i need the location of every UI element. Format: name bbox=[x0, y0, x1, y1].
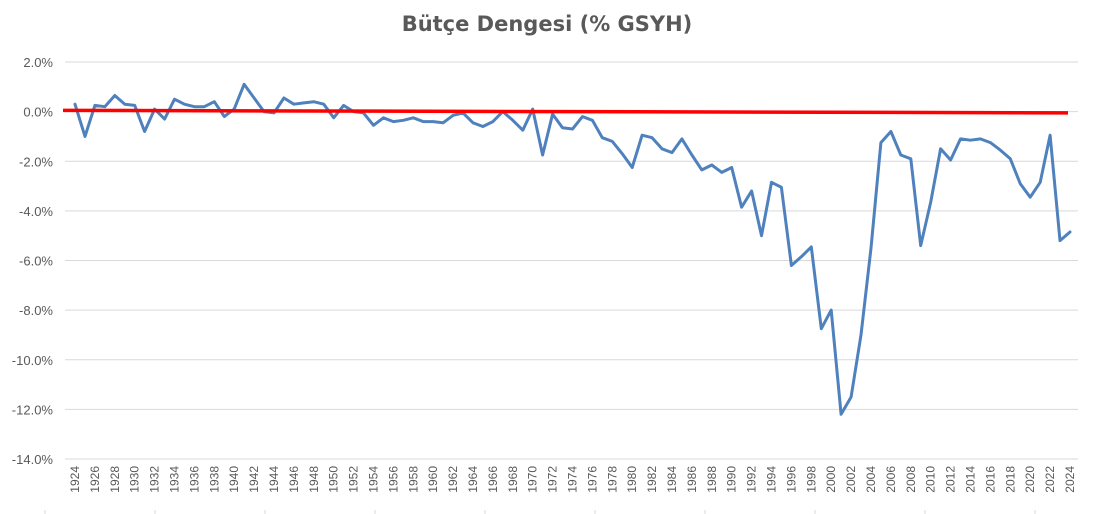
x-tick-label: 1942 bbox=[247, 466, 261, 493]
x-tick-label: 1960 bbox=[426, 466, 440, 493]
y-tick-label: -4.0% bbox=[19, 204, 53, 219]
y-tick-label: -10.0% bbox=[12, 353, 54, 368]
x-tick-label: 1944 bbox=[267, 466, 281, 493]
x-tick-label: 1988 bbox=[705, 466, 719, 493]
x-tick-label: 1976 bbox=[585, 466, 599, 493]
x-tick-label: 1954 bbox=[367, 466, 381, 493]
x-tick-label: 1994 bbox=[765, 466, 779, 493]
x-tick-label: 2010 bbox=[924, 466, 938, 493]
x-tick-label: 1998 bbox=[804, 466, 818, 493]
chart-title: Bütçe Dengesi (% GSYH) bbox=[401, 12, 693, 36]
x-tick-label: 2006 bbox=[884, 466, 898, 493]
y-tick-label: 0.0% bbox=[23, 105, 53, 120]
x-tick-label: 1940 bbox=[227, 466, 241, 493]
x-tick-label: 2012 bbox=[944, 466, 958, 493]
x-tick-label: 2000 bbox=[824, 466, 838, 493]
x-tick-label: 2016 bbox=[983, 466, 997, 493]
budget-balance-series-line bbox=[73, 82, 1072, 416]
y-tick-label: -12.0% bbox=[12, 402, 54, 417]
x-tick-label: 1990 bbox=[725, 466, 739, 493]
x-tick-label: 2022 bbox=[1043, 466, 1057, 493]
x-tick-label: 1980 bbox=[625, 466, 639, 493]
reference-line bbox=[62, 108, 1069, 115]
x-tick-label: 1970 bbox=[526, 466, 540, 493]
x-tick-label: 1928 bbox=[108, 466, 122, 493]
x-tick-label: 1956 bbox=[386, 466, 400, 493]
x-tick-label: 2024 bbox=[1063, 466, 1077, 493]
x-tick-label: 1948 bbox=[307, 466, 321, 493]
x-tick-label: 1986 bbox=[685, 466, 699, 493]
x-tick-label: 1962 bbox=[446, 466, 460, 493]
y-tick-label: 2.0% bbox=[23, 55, 53, 70]
x-tick-label: 1952 bbox=[347, 466, 361, 493]
x-tick-label: 1926 bbox=[88, 466, 102, 493]
x-tick-label: 1984 bbox=[665, 466, 679, 493]
x-tick-label: 1936 bbox=[187, 466, 201, 493]
x-tick-label: 1968 bbox=[506, 466, 520, 493]
y-tick-label: -8.0% bbox=[19, 303, 53, 318]
x-tick-label: 1924 bbox=[68, 466, 82, 493]
x-tick-label: 1938 bbox=[207, 466, 221, 493]
x-tick-label: 1974 bbox=[566, 466, 580, 493]
x-tick-label: 1966 bbox=[486, 466, 500, 493]
y-tick-label: -14.0% bbox=[12, 452, 54, 467]
x-tick-label: 1992 bbox=[745, 466, 759, 493]
x-tick-label: 1996 bbox=[784, 466, 798, 493]
y-tick-label: -6.0% bbox=[19, 254, 53, 269]
y-tick-label: -2.0% bbox=[19, 154, 53, 169]
x-tick-label: 2014 bbox=[964, 466, 978, 493]
x-tick-label: 1950 bbox=[327, 466, 341, 493]
x-tick-label: 1982 bbox=[645, 466, 659, 493]
x-tick-label: 1932 bbox=[148, 466, 162, 493]
x-tick-label: 1930 bbox=[128, 466, 142, 493]
x-tick-label: 2018 bbox=[1003, 466, 1017, 493]
x-tick-label: 2002 bbox=[844, 466, 858, 493]
x-tick-label: 1972 bbox=[546, 466, 560, 493]
x-tick-label: 1964 bbox=[466, 466, 480, 493]
x-tick-label: 2004 bbox=[864, 466, 878, 493]
x-tick-label: 2020 bbox=[1023, 466, 1037, 493]
x-tick-label: 1946 bbox=[287, 466, 301, 493]
x-tick-label: 1958 bbox=[406, 466, 420, 493]
x-tick-label: 1978 bbox=[605, 466, 619, 493]
x-tick-label: 2008 bbox=[904, 466, 918, 493]
x-tick-label: 1934 bbox=[168, 466, 182, 493]
